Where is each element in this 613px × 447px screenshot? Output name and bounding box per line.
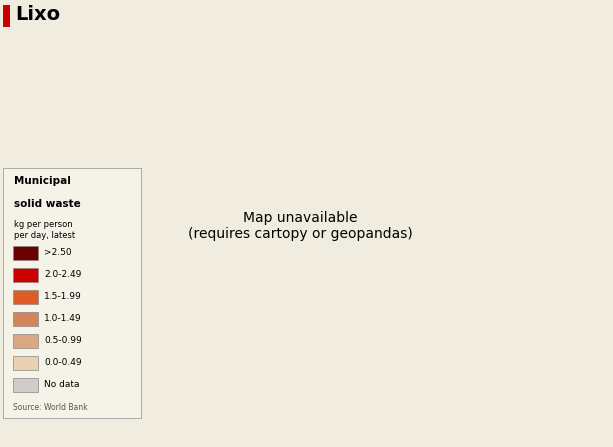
Text: 2.0-2.49: 2.0-2.49 [45, 270, 82, 279]
Bar [3, 5, 10, 27]
Text: 1.0-1.49: 1.0-1.49 [45, 314, 82, 323]
Bar [13, 356, 37, 370]
Text: Map unavailable
(requires cartopy or geopandas): Map unavailable (requires cartopy or geo… [188, 211, 413, 241]
Text: >2.50: >2.50 [45, 248, 72, 257]
Text: Source: World Bank: Source: World Bank [13, 404, 87, 413]
Bar [13, 334, 37, 348]
Text: 0.0-0.49: 0.0-0.49 [45, 358, 82, 367]
Bar [13, 290, 37, 304]
Text: kg per person
per day, latest: kg per person per day, latest [14, 220, 75, 240]
Bar [13, 268, 37, 282]
Text: solid waste: solid waste [14, 199, 81, 209]
Bar [13, 246, 37, 260]
Text: 1.5-1.99: 1.5-1.99 [45, 292, 82, 301]
Bar [13, 312, 37, 326]
Text: 0.5-0.99: 0.5-0.99 [45, 336, 82, 345]
Text: No data: No data [45, 380, 80, 389]
Bar [13, 378, 37, 392]
Text: Lixo: Lixo [15, 4, 61, 24]
Text: Municipal: Municipal [14, 177, 71, 186]
